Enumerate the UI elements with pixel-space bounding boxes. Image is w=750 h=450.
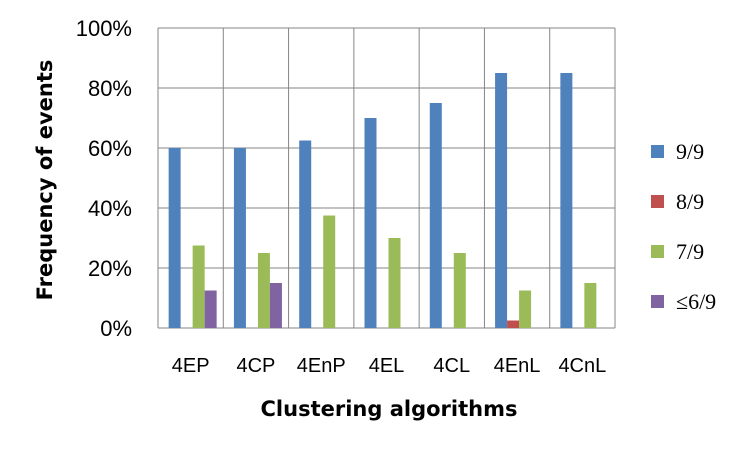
bar-4EP-≤6/9 (204, 290, 217, 328)
bar-4EnL-8/9 (507, 320, 520, 328)
x-tick-label-4CL: 4CL (433, 355, 470, 377)
legend: 9/9 8/9 7/9 ≤6/9 (651, 139, 716, 314)
bar-4CL-7/9 (453, 253, 466, 328)
bar-4EP-9/9 (168, 148, 181, 328)
y-axis-title: Frequency of events (33, 60, 57, 301)
legend-label-9/9: 9/9 (676, 139, 704, 164)
x-tick-label-4CP: 4CP (236, 355, 275, 377)
y-tick-labels: 0% 20% 40% 60% 80% 100% (76, 16, 132, 341)
bar-4CnL-7/9 (584, 283, 597, 328)
legend-label-8/9: 8/9 (676, 189, 704, 214)
y-tick-label: 40% (88, 196, 132, 221)
gridlines (157, 27, 616, 329)
legend-swatch-≤6/9 (651, 295, 664, 308)
x-axis-title: Clustering algorithms (261, 397, 518, 421)
x-tick-label-4CnL: 4CnL (558, 355, 606, 377)
bars (168, 73, 597, 328)
legend-swatch-7/9 (651, 245, 664, 258)
bar-4CL-9/9 (429, 103, 442, 328)
bar-4CP-≤6/9 (269, 283, 282, 328)
bar-4EP-7/9 (192, 245, 205, 328)
x-tick-label-4EnP: 4EnP (297, 355, 346, 377)
bar-4CP-7/9 (257, 253, 270, 328)
bar-4EnP-9/9 (299, 140, 312, 328)
legend-label-7/9: 7/9 (676, 239, 704, 264)
y-tick-label: 60% (88, 136, 132, 161)
bar-4EnL-7/9 (519, 290, 532, 328)
bar-4EL-7/9 (388, 238, 401, 328)
x-tick-label-4EP: 4EP (172, 355, 210, 377)
x-tick-label-4EL: 4EL (369, 355, 405, 377)
y-tick-label: 100% (76, 16, 132, 41)
bar-4EnP-7/9 (323, 215, 336, 328)
bar-4EL-9/9 (364, 118, 377, 328)
x-tick-label-4EnL: 4EnL (494, 355, 541, 377)
bar-4EnL-9/9 (495, 73, 508, 328)
legend-label-≤6/9: ≤6/9 (676, 289, 716, 314)
bar-4CP-9/9 (233, 148, 246, 328)
y-tick-label: 80% (88, 76, 132, 101)
legend-swatch-8/9 (651, 195, 664, 208)
legend-swatch-9/9 (651, 145, 664, 158)
x-tick-labels: 4EP 4CP 4EnP 4EL 4CL 4EnL 4CnL (172, 355, 607, 377)
y-tick-label: 0% (100, 316, 132, 341)
y-tick-label: 20% (88, 256, 132, 281)
bar-4CnL-9/9 (560, 73, 573, 328)
